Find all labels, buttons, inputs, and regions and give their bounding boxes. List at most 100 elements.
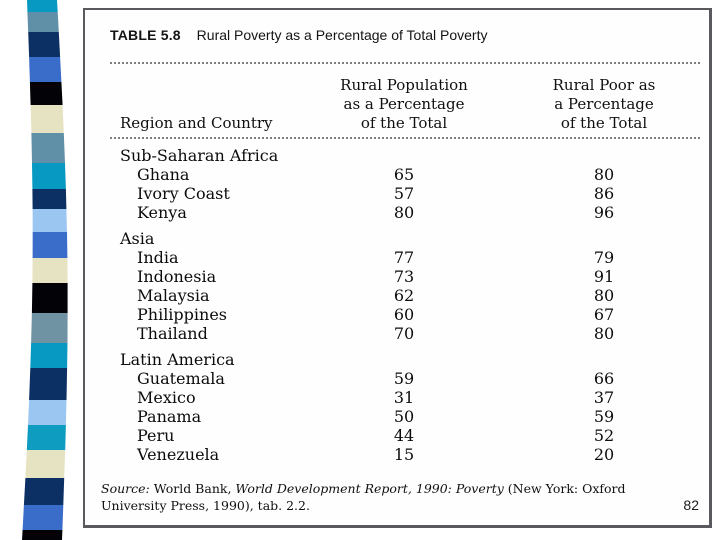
ribbon-square <box>32 189 67 209</box>
poor-cell: 20 <box>593 445 615 464</box>
country-cell: India <box>137 248 179 267</box>
ribbon-square <box>32 209 67 232</box>
poor-cell: 52 <box>593 426 615 445</box>
column-header-rural-poor: Rural Poor as a Percentage of the Total <box>552 76 656 132</box>
country-cell: Ivory Coast <box>137 184 230 203</box>
poor-cell: 80 <box>593 324 615 343</box>
poor-cell: 96 <box>593 203 615 222</box>
source-text-2: (New York: Oxford University Press, 1990… <box>101 481 626 513</box>
source-label: Source: <box>101 481 150 496</box>
poor-cell: 91 <box>593 267 615 286</box>
ribbon-square <box>32 258 68 283</box>
ribbon-square <box>31 283 68 313</box>
table-row: Ivory Coast 57 86 <box>110 184 709 203</box>
country-cell: Venezuela <box>137 445 220 464</box>
page-number: 82 <box>683 497 699 513</box>
table-group: Latin America Guatemala 59 66 Mexico 31 … <box>110 350 709 464</box>
dotted-divider-top <box>110 62 700 64</box>
pop-cell: 65 <box>393 165 415 184</box>
country-cell: Thailand <box>137 324 208 343</box>
source-book-title: World Development Report, 1990: Poverty <box>235 481 504 496</box>
ribbon-square <box>31 133 65 163</box>
table-row: India 77 79 <box>110 248 709 267</box>
table-row: Thailand 70 80 <box>110 324 709 343</box>
ribbon-square <box>27 0 58 12</box>
ribbon-square <box>32 232 68 258</box>
region-label: Asia <box>120 229 155 248</box>
group-rows: Ghana 65 80 Ivory Coast 57 86 Kenya 80 9… <box>110 165 709 222</box>
pop-cell: 62 <box>393 286 415 305</box>
table-group: Sub-Saharan Africa Ghana 65 80 Ivory Coa… <box>110 146 709 222</box>
poor-cell: 86 <box>593 184 615 203</box>
table-row: Mexico 31 37 <box>110 388 709 407</box>
country-cell: Panama <box>137 407 202 426</box>
poor-cell: 80 <box>593 165 615 184</box>
table-row: Ghana 65 80 <box>110 165 709 184</box>
group-rows: India 77 79 Indonesia 73 91 Malaysia 62 … <box>110 248 709 343</box>
ribbon-square <box>23 478 65 505</box>
column-header-rural-population: Rural Population as a Percentage of the … <box>340 76 468 132</box>
region-label: Sub-Saharan Africa <box>120 146 279 165</box>
ribbon-square <box>30 105 64 133</box>
ribbon-square <box>29 368 68 400</box>
poor-cell: 80 <box>593 286 615 305</box>
table-row: Guatemala 59 66 <box>110 369 709 388</box>
decorative-ribbon <box>22 0 68 540</box>
table-body: Sub-Saharan Africa Ghana 65 80 Ivory Coa… <box>110 146 709 464</box>
slide-panel: TABLE 5.8 Rural Poverty as a Percentage … <box>83 8 712 528</box>
ribbon-square <box>29 82 63 105</box>
ribbon-square <box>27 12 59 32</box>
table-row: Panama 50 59 <box>110 407 709 426</box>
table-row: Malaysia 62 80 <box>110 286 709 305</box>
poor-cell: 67 <box>593 305 615 324</box>
pop-cell: 73 <box>393 267 415 286</box>
pop-cell: 80 <box>393 203 415 222</box>
pop-cell: 60 <box>393 305 415 324</box>
pop-cell: 50 <box>393 407 415 426</box>
table-title-label: TABLE 5.8 <box>110 27 181 43</box>
table-group: Asia India 77 79 Indonesia 73 91 Malaysi… <box>110 229 709 343</box>
source-text-1: World Bank, <box>149 481 236 496</box>
ribbon-square <box>28 400 67 425</box>
ribbon-square <box>26 425 66 450</box>
table-row: Peru 44 52 <box>110 426 709 445</box>
group-rows: Guatemala 59 66 Mexico 31 37 Panama 50 5… <box>110 369 709 464</box>
poor-cell: 79 <box>593 248 615 267</box>
poor-cell: 59 <box>593 407 615 426</box>
column-header-region: Region and Country <box>120 114 273 132</box>
country-cell: Indonesia <box>137 267 217 286</box>
pop-cell: 15 <box>393 445 415 464</box>
table-row: Kenya 80 96 <box>110 203 709 222</box>
country-cell: Philippines <box>137 305 228 324</box>
ribbon-square <box>22 530 63 540</box>
ribbon-square <box>32 163 66 189</box>
table-title: TABLE 5.8 Rural Poverty as a Percentage … <box>110 26 701 44</box>
pop-cell: 31 <box>393 388 415 407</box>
ribbon-square <box>28 32 61 57</box>
pop-cell: 77 <box>393 248 415 267</box>
pop-cell: 57 <box>393 184 415 203</box>
source-note: Source: World Bank, World Development Re… <box>101 480 686 514</box>
poor-cell: 37 <box>593 388 615 407</box>
country-cell: Kenya <box>137 203 187 222</box>
region-label: Latin America <box>120 350 235 369</box>
country-cell: Mexico <box>137 388 196 407</box>
table-header-row: Region and Country Rural Population as a… <box>110 76 709 133</box>
country-cell: Peru <box>137 426 175 445</box>
pop-cell: 59 <box>393 369 415 388</box>
country-cell: Guatemala <box>137 369 225 388</box>
ribbon-square <box>22 505 64 530</box>
ribbon-square <box>31 313 68 343</box>
ribbon-square <box>25 450 66 478</box>
country-cell: Malaysia <box>137 286 210 305</box>
table-row: Philippines 60 67 <box>110 305 709 324</box>
pop-cell: 44 <box>393 426 415 445</box>
table-row: Indonesia 73 91 <box>110 267 709 286</box>
pop-cell: 70 <box>393 324 415 343</box>
poor-cell: 66 <box>593 369 615 388</box>
table-row: Venezuela 15 20 <box>110 445 709 464</box>
country-cell: Ghana <box>137 165 190 184</box>
table-title-caption: Rural Poverty as a Percentage of Total P… <box>196 27 488 43</box>
ribbon-square <box>30 343 68 368</box>
ribbon-square <box>29 57 62 82</box>
